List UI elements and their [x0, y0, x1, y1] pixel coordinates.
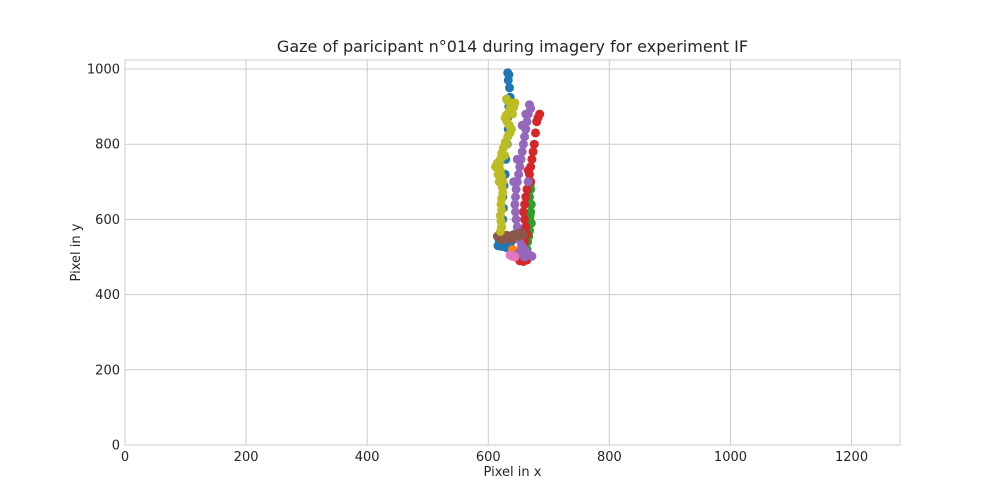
data-point: [517, 147, 527, 157]
data-point: [515, 162, 525, 172]
y-tick-label: 0: [112, 439, 120, 454]
data-point: [521, 192, 531, 202]
y-tick-label: 800: [95, 138, 120, 153]
series-7: [491, 94, 520, 236]
data-point: [523, 177, 533, 187]
data-point: [515, 231, 525, 241]
x-tick-label: 600: [476, 450, 501, 465]
data-point: [522, 184, 532, 194]
data-point: [521, 109, 531, 119]
data-point: [523, 166, 533, 175]
data-point: [509, 177, 519, 187]
x-tick-label: 0: [121, 450, 129, 465]
data-point: [501, 139, 511, 149]
data-point: [528, 147, 538, 157]
data-point: [517, 120, 527, 130]
x-axis-label: Pixel in x: [484, 465, 542, 480]
data-point: [510, 98, 520, 108]
y-axis-label: Pixel in y: [69, 223, 84, 281]
data-point: [511, 192, 520, 202]
data-point: [514, 169, 524, 179]
y-tick-label: 600: [95, 213, 120, 228]
data-point: [510, 199, 520, 209]
data-point: [520, 132, 530, 142]
data-point: [520, 214, 530, 224]
data-point: [527, 154, 537, 164]
y-tick-labels: 0 200 400 600 800 1000: [87, 63, 120, 454]
data-point: [503, 75, 513, 85]
x-tick-label: 1200: [835, 450, 868, 465]
data-point: [518, 207, 528, 217]
data-points: [491, 68, 545, 266]
x-tick-label: 1000: [714, 450, 747, 465]
data-point: [518, 139, 528, 149]
x-gridlines: [124, 60, 853, 445]
chart-title: Gaze of paricipant n°014 during imagery …: [277, 37, 748, 56]
y-tick-label: 200: [95, 363, 120, 378]
data-point: [527, 251, 537, 261]
data-point: [531, 128, 540, 138]
data-point: [505, 83, 514, 93]
data-point: [495, 226, 505, 236]
data-point: [494, 177, 504, 187]
y-tick-label: 1000: [87, 63, 120, 78]
data-point: [529, 139, 539, 149]
data-point: [493, 169, 503, 179]
plot-frame: [124, 59, 901, 446]
data-point: [508, 109, 517, 119]
x-tick-label: 800: [597, 450, 622, 465]
data-point: [511, 184, 521, 194]
data-point: [511, 207, 520, 217]
y-tick-label: 400: [95, 288, 120, 303]
y-gridlines: [125, 68, 900, 446]
data-point: [532, 117, 542, 127]
data-point: [520, 199, 530, 209]
data-point: [491, 162, 500, 172]
x-tick-label: 200: [234, 450, 259, 465]
data-point: [500, 151, 510, 160]
x-tick-label: 400: [355, 450, 380, 465]
series-4: [509, 100, 537, 262]
data-point: [510, 252, 520, 262]
data-point: [512, 154, 522, 164]
data-point: [511, 214, 521, 224]
series-6: [505, 250, 520, 262]
x-tick-labels: 0 200 400 600 800 1000 1200: [121, 450, 868, 465]
